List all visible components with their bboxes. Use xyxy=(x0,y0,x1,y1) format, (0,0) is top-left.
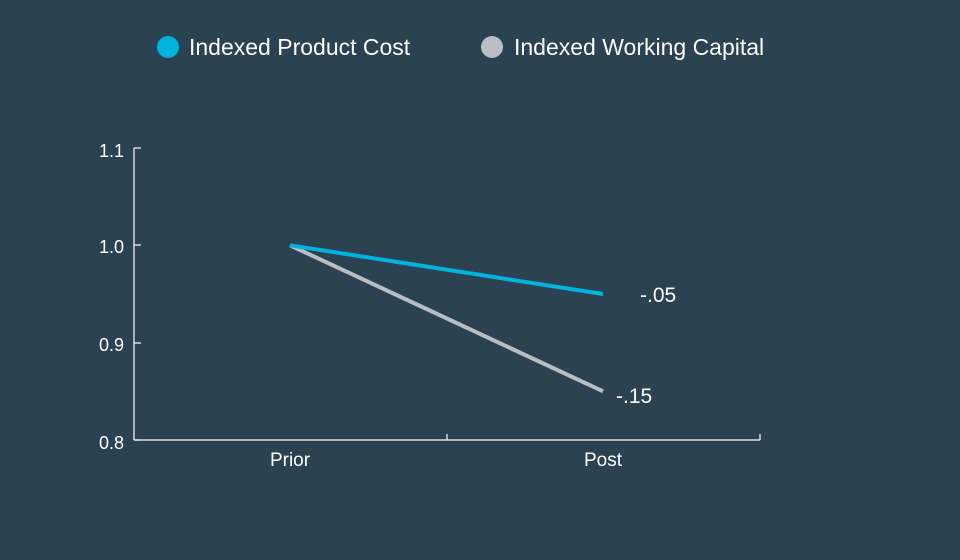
end-label-working-capital: -.15 xyxy=(616,385,652,408)
series-line-product-cost xyxy=(289,243,604,296)
legend-marker-product-cost xyxy=(157,36,179,58)
y-tick-label-3: 1.1 xyxy=(99,141,124,161)
y-tick-label-0: 0.8 xyxy=(99,433,124,453)
x-category-label-prior: Prior xyxy=(270,450,311,471)
end-labels: -.05 -.15 xyxy=(616,284,676,408)
series-layer xyxy=(289,243,604,394)
x-category-label-post: Post xyxy=(584,450,623,471)
end-label-product-cost: -.05 xyxy=(640,284,676,307)
y-tick-label-1: 0.9 xyxy=(99,335,124,355)
y-tick-label-2: 1.0 xyxy=(99,237,124,257)
series-line-working-capital xyxy=(289,243,604,394)
legend: Indexed Product Cost Indexed Working Cap… xyxy=(157,34,764,60)
axes: 0.8 0.9 1.0 1.1 Prior Post xyxy=(99,141,761,471)
legend-label-working-capital: Indexed Working Capital xyxy=(514,34,764,60)
legend-marker-working-capital xyxy=(481,36,503,58)
legend-label-product-cost: Indexed Product Cost xyxy=(189,34,411,60)
